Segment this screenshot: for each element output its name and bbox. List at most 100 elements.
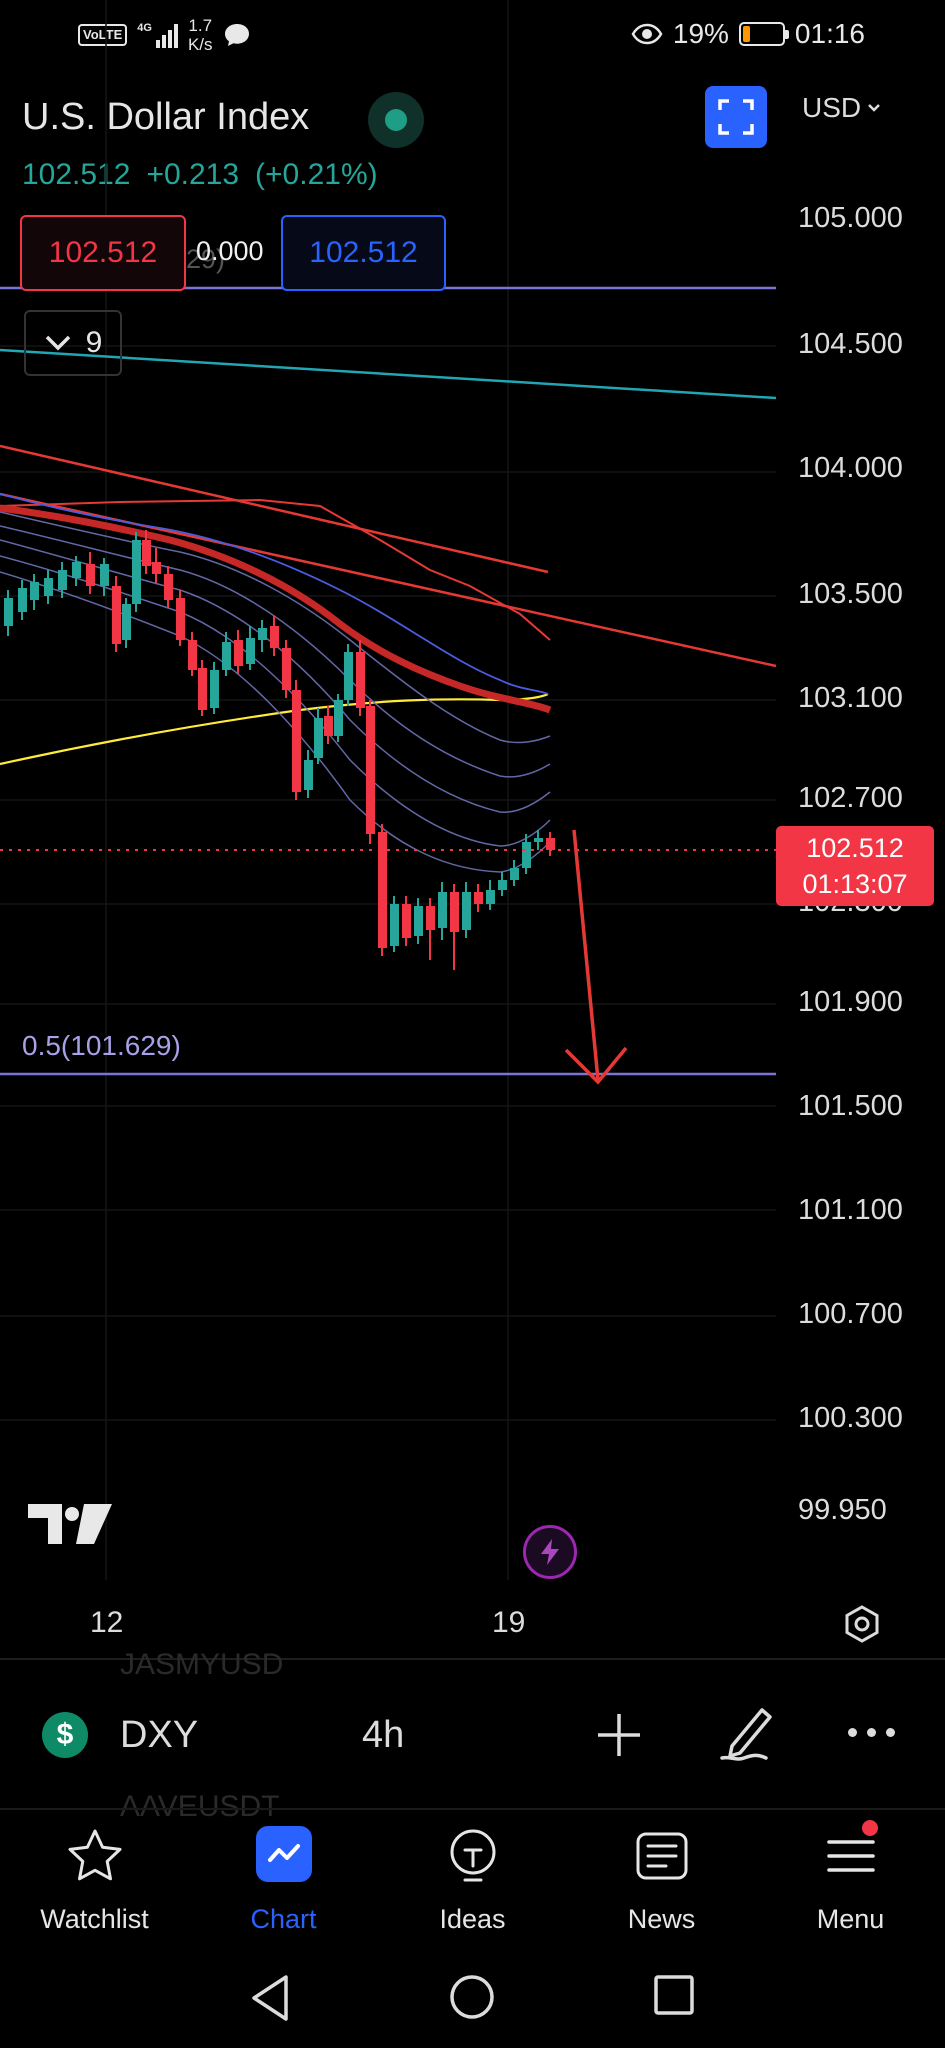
price-summary: 102.512 +0.213 (+0.21%) xyxy=(22,158,378,192)
chart-settings-button[interactable] xyxy=(842,1604,882,1649)
home-icon[interactable] xyxy=(448,1973,496,2021)
candle-body xyxy=(498,880,507,890)
interval-button[interactable]: 4h xyxy=(362,1714,405,1756)
axis-label: 99.950 xyxy=(798,1494,887,1526)
candle-body xyxy=(546,838,555,850)
candle-body xyxy=(344,652,353,700)
status-bar: VoLTE 4G 1.7 K/s 19% 01:16 xyxy=(0,0,945,70)
dot xyxy=(886,1728,895,1737)
bar-countdown: 01:13:07 xyxy=(802,869,908,899)
candle-body xyxy=(522,842,531,868)
candle-body xyxy=(234,640,243,666)
axis-label: 104.000 xyxy=(798,452,903,484)
nav-watchlist[interactable]: Watchlist xyxy=(0,1808,189,1948)
price-change-percent: (+0.21%) xyxy=(255,158,378,191)
bottom-navigation: Watchlist Chart Ideas News Menu xyxy=(0,1808,945,1948)
axis-label: 101.500 xyxy=(798,1090,903,1122)
buy-price-button[interactable]: 102.512 xyxy=(281,215,446,291)
candle-body xyxy=(282,648,291,690)
axis-label: 103.500 xyxy=(798,578,903,610)
candle-body xyxy=(258,628,267,640)
candle-body xyxy=(72,562,81,578)
spread-value: 0.000 xyxy=(196,236,264,266)
replay-bolt-button[interactable] xyxy=(523,1525,577,1579)
volte-badge: VoLTE xyxy=(78,24,128,46)
lightning-icon xyxy=(541,1539,559,1565)
menu-icon xyxy=(826,1840,875,1872)
candle-body xyxy=(426,906,435,930)
candle-body xyxy=(402,904,411,938)
candle-body xyxy=(474,892,483,904)
candle-body xyxy=(198,668,207,710)
candle-body xyxy=(462,892,471,930)
ghost-symbol: JASMYUSD xyxy=(120,1648,284,1681)
nav-label: Menu xyxy=(816,1904,885,1934)
current-price-tag: 102.512 01:13:07 xyxy=(776,826,934,906)
candle-body xyxy=(414,906,423,936)
ticker-button[interactable]: DXY xyxy=(120,1714,199,1756)
candle-body xyxy=(450,892,459,932)
battery-percent: 19% xyxy=(672,18,729,49)
indicator-count: 9 xyxy=(85,326,103,359)
status-right: 19% 01:16 xyxy=(631,18,865,50)
candle-body xyxy=(356,652,365,708)
fullscreen-button[interactable] xyxy=(705,86,767,148)
dollar-icon: $ xyxy=(42,1712,88,1758)
pen-icon xyxy=(720,1708,772,1761)
recents-icon[interactable] xyxy=(652,1973,696,2017)
candle-body xyxy=(142,540,151,566)
candle-body xyxy=(510,868,519,880)
drawing-tools-button[interactable] xyxy=(718,1702,776,1769)
sell-price-button[interactable]: 102.512 xyxy=(20,215,186,291)
current-price: 102.512 xyxy=(806,833,904,863)
nav-chart[interactable]: Chart xyxy=(189,1808,378,1948)
symbol-title[interactable]: U.S. Dollar Index xyxy=(22,96,310,138)
candle-body xyxy=(132,540,141,604)
lightbulb-icon xyxy=(450,1829,495,1882)
axis-label: 101.100 xyxy=(798,1194,903,1226)
axis-label: 103.100 xyxy=(798,682,903,714)
candle-body xyxy=(486,890,495,904)
indicator-legend-fragment: 29) xyxy=(186,244,226,274)
candle-body xyxy=(86,564,95,586)
more-options-button[interactable] xyxy=(848,1728,895,1737)
nav-ideas[interactable]: Ideas xyxy=(378,1808,567,1948)
fullscreen-icon xyxy=(718,99,754,135)
time-axis-label: 19 xyxy=(492,1606,526,1639)
candle-body xyxy=(534,838,543,842)
back-icon[interactable] xyxy=(248,1973,292,2023)
candle-body xyxy=(304,760,313,790)
candle-body xyxy=(324,716,333,736)
nav-label: Ideas xyxy=(439,1904,506,1934)
nav-label: News xyxy=(627,1904,696,1934)
candle-body xyxy=(122,604,131,640)
ghost-symbol: AAVEUSDT xyxy=(120,1790,280,1823)
candle-body xyxy=(176,598,185,640)
indicators-toggle[interactable]: 9 xyxy=(24,310,122,376)
star-icon xyxy=(68,1829,121,1881)
message-icon xyxy=(224,24,249,46)
nav-news[interactable]: News xyxy=(567,1808,756,1948)
market-open-dot xyxy=(385,109,407,131)
axis-label: 105.000 xyxy=(798,202,903,234)
candle-body xyxy=(210,670,219,708)
nav-menu[interactable]: Menu xyxy=(756,1808,945,1948)
axis-label: 101.900 xyxy=(798,986,903,1018)
candle-body xyxy=(270,626,279,648)
add-button[interactable] xyxy=(594,1710,644,1765)
chevron-down-icon xyxy=(45,335,70,351)
fib-level-label: 0.5(101.629) xyxy=(22,1030,181,1061)
battery-icon xyxy=(738,22,789,46)
currency-selector[interactable]: USD xyxy=(802,92,881,124)
tradingview-logo[interactable] xyxy=(28,1502,112,1551)
clock: 01:16 xyxy=(794,18,865,49)
candle-body xyxy=(390,904,399,946)
currency-label: USD xyxy=(802,92,862,123)
last-price: 102.512 xyxy=(22,158,131,191)
status-left: VoLTE 4G 1.7 K/s xyxy=(78,16,251,54)
candle-body xyxy=(314,718,323,758)
candle-body xyxy=(4,598,13,626)
candle-body xyxy=(152,562,161,574)
candle-body xyxy=(222,642,231,670)
candle-body xyxy=(378,832,387,948)
